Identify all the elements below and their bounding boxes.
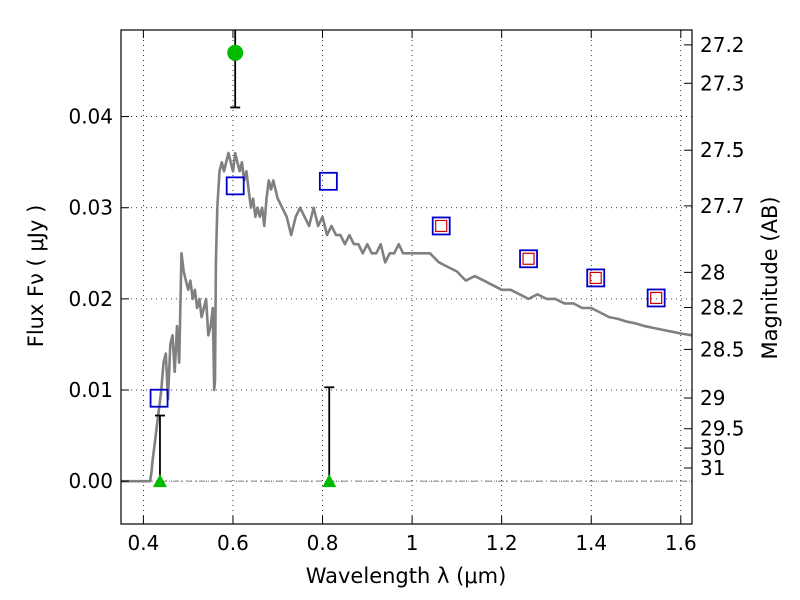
magnitude-tick-label: 27.7: [700, 194, 745, 218]
y-axis-label: Flux Fν ( μJy ): [24, 205, 48, 348]
magnitude-tick-label: 28: [700, 260, 725, 284]
observed-photometry-point: [318, 171, 338, 191]
x-axis-ticks: 0.4 0.6 0.8 1 1.2 1.4 1.6: [127, 30, 697, 555]
x-tick-label: 1: [406, 531, 419, 555]
observed-photometry-point: [646, 288, 666, 308]
magnitude-tick-label: 27.2: [700, 33, 745, 57]
upper-limit-triangle: [322, 474, 337, 488]
x-tick-label: 0.6: [217, 531, 249, 555]
upper-limit-triangle: [152, 474, 167, 488]
detection-point: [227, 44, 244, 61]
magnitude-axis-label: Magnitude (AB): [758, 196, 782, 359]
error-bars: [154, 30, 335, 482]
x-tick-label: 0.4: [127, 531, 159, 555]
model-sed-series: [121, 151, 693, 483]
y-tick-label: 0.01: [68, 378, 113, 402]
model-photometry-point: [589, 271, 602, 285]
magnitude-tick-label: 30: [700, 436, 725, 460]
observed-photometry-point: [431, 216, 451, 236]
x-tick-label: 1.4: [575, 531, 607, 555]
magnitude-tick-label: 29: [700, 386, 725, 410]
y-tick-label: 0.04: [68, 105, 113, 129]
model-photometry-point: [435, 219, 448, 233]
x-tick-label: 1.2: [486, 531, 518, 555]
magnitude-tick-label: 29.5: [700, 417, 745, 441]
y-tick-label: 0.00: [68, 469, 113, 493]
x-tick-label: 0.8: [307, 531, 339, 555]
x-tick-label: 1.6: [665, 531, 697, 555]
y-axis-ticks: 0.00 0.01 0.02 0.03 0.04: [68, 105, 129, 493]
observed-photometry-point: [586, 268, 606, 288]
observed-photometry-point: [225, 176, 245, 196]
magnitude-tick-label: 28.5: [700, 337, 745, 361]
y-tick-label: 0.02: [68, 287, 113, 311]
model-photometry-point: [650, 291, 663, 305]
magnitude-tick-label: 27.5: [700, 138, 745, 162]
magnitude-tick-label: 31: [700, 456, 725, 480]
plot-frame: [120, 29, 693, 525]
x-axis-label: Wavelength λ (μm): [306, 564, 507, 588]
observed-photometry-point: [519, 249, 538, 269]
observed-photometry-point: [149, 388, 169, 408]
y-tick-label: 0.03: [68, 196, 113, 220]
model-photometry-point: [522, 252, 535, 265]
magnitude-tick-label: 27.3: [700, 71, 745, 95]
magnitude-tick-label: 28.2: [700, 295, 745, 319]
photometry-points: [149, 44, 666, 488]
model-sed-line: [121, 151, 693, 483]
